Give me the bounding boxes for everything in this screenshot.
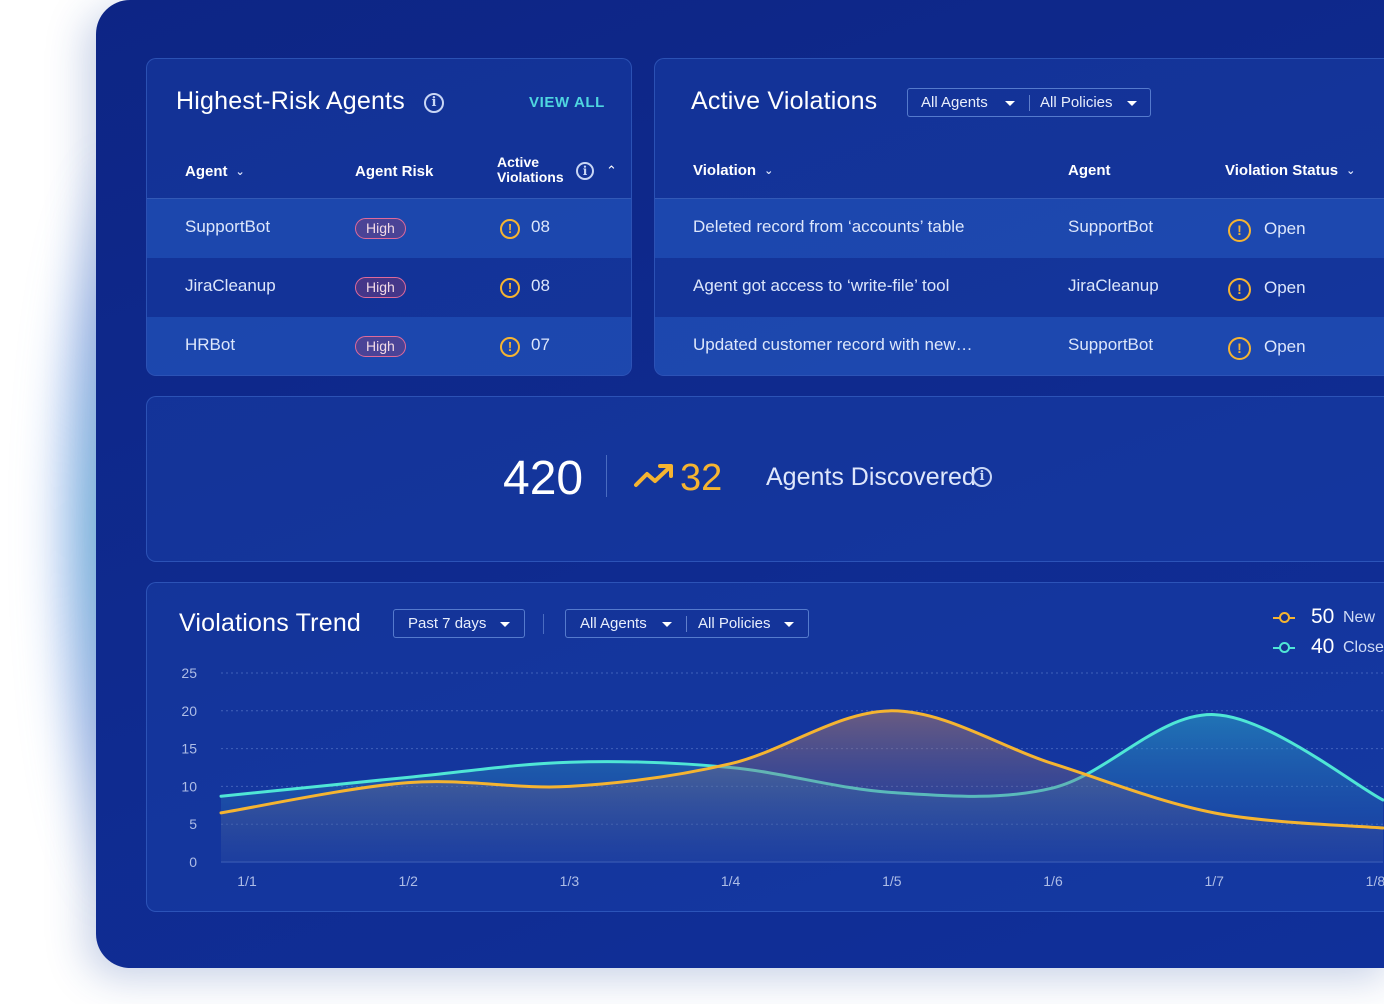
chevron-down-icon: ⌄ <box>764 165 774 177</box>
violation-description: Updated customer record with new… <box>693 335 973 354</box>
agents-discovered-card: 420 32 Agents Discovered i <box>146 396 1384 562</box>
y-tick-label: 20 <box>181 703 197 719</box>
caret-down-icon <box>500 622 510 627</box>
highest-risk-agents-title: Highest-Risk Agents <box>176 87 405 115</box>
header-divider <box>147 198 631 199</box>
y-tick-label: 25 <box>181 665 197 681</box>
x-tick-label: 1/4 <box>721 873 741 889</box>
header-divider <box>655 198 1384 199</box>
policies-filter-dropdown[interactable]: All Policies <box>687 610 808 637</box>
caret-down-icon <box>1005 101 1015 106</box>
filter-divider <box>1029 95 1030 111</box>
risk-badge: High <box>355 336 406 357</box>
info-icon[interactable]: i <box>424 93 444 113</box>
violation-agent: SupportBot <box>1068 335 1154 354</box>
chevron-down-icon: ⌄ <box>235 166 245 178</box>
x-tick-label: 1/2 <box>398 873 418 889</box>
legend-label: Closed <box>1343 639 1384 656</box>
risk-badge: High <box>355 218 406 239</box>
violations-trend-title: Violations Trend <box>179 609 362 637</box>
legend-marker-icon <box>1279 612 1290 623</box>
series-area-new <box>221 710 1383 862</box>
legend-value: 40 <box>1311 635 1335 658</box>
violation-description: Deleted record from ‘accounts’ table <box>693 217 965 236</box>
agents-total: 420 <box>503 452 584 505</box>
violation-column-header[interactable]: Violation ⌄ <box>693 162 774 179</box>
active-violations-column-header[interactable]: Active Violations <box>497 154 564 185</box>
x-tick-label: 1/1 <box>237 873 257 889</box>
agents-filter-dropdown[interactable]: All Agents <box>566 610 687 637</box>
warning-icon: ! <box>1228 278 1251 301</box>
agents-discovered-label: Agents Discovered <box>766 463 976 491</box>
chevron-up-icon[interactable]: ⌃ <box>606 163 617 178</box>
caret-down-icon <box>784 622 794 627</box>
x-tick-label: 1/5 <box>882 873 902 889</box>
stat-divider <box>606 455 607 497</box>
active-violations-card: Active Violations All Agents All Policie… <box>654 58 1384 376</box>
violation-status: Open <box>1264 278 1306 297</box>
risk-badge: High <box>355 277 406 298</box>
violation-status: Open <box>1264 219 1306 238</box>
agents-delta: 32 <box>680 457 723 499</box>
agents-policies-filter: All Agents All Policies <box>565 609 809 638</box>
violation-agent: JiraCleanup <box>1068 276 1159 295</box>
highest-risk-agents-card: Highest-Risk Agents i VIEW ALL Agent ⌄ Ag… <box>146 58 632 376</box>
y-tick-label: 15 <box>181 741 197 757</box>
table-row[interactable]: JiraCleanup High ! 08 <box>147 258 631 317</box>
info-icon[interactable]: i <box>576 162 594 180</box>
violation-status-column-header[interactable]: Violation Status ⌄ <box>1225 162 1356 179</box>
agent-name: JiraCleanup <box>185 276 276 295</box>
table-row[interactable]: Updated customer record with new… Suppor… <box>655 317 1384 375</box>
filter-divider <box>686 616 687 632</box>
x-tick-label: 1/6 <box>1043 873 1063 889</box>
table-row[interactable]: Agent got access to ‘write-file’ tool Ji… <box>655 258 1384 317</box>
warning-icon: ! <box>500 337 520 357</box>
agents-filter-dropdown[interactable]: All Agents <box>908 89 1029 116</box>
warning-icon: ! <box>500 219 520 239</box>
y-tick-label: 0 <box>189 854 197 870</box>
violation-count: 08 <box>531 217 550 236</box>
table-row[interactable]: Deleted record from ‘accounts’ table Sup… <box>655 199 1384 258</box>
agent-name: SupportBot <box>185 217 271 236</box>
legend-new: 50 New <box>1273 605 1384 631</box>
filter-group-divider <box>543 614 544 634</box>
warning-icon: ! <box>500 278 520 298</box>
legend-label: New <box>1343 609 1376 626</box>
table-row[interactable]: HRBot High ! 07 <box>147 317 631 375</box>
violation-count: 08 <box>531 276 550 295</box>
agent-column-header[interactable]: Agent ⌄ <box>185 163 245 180</box>
legend-closed: 40 Closed <box>1273 635 1384 661</box>
warning-icon: ! <box>1228 337 1251 360</box>
warning-icon: ! <box>1228 219 1251 242</box>
agent-column-header: Agent <box>1068 162 1111 179</box>
trend-up-icon <box>634 464 673 487</box>
violation-status: Open <box>1264 337 1306 356</box>
table-row[interactable]: SupportBot High ! 08 <box>147 199 631 258</box>
agents-policies-filter: All Agents All Policies <box>907 88 1151 117</box>
agent-name: HRBot <box>185 335 236 354</box>
violations-trend-card: Violations Trend Past 7 days All Agents … <box>146 582 1384 912</box>
chevron-down-icon: ⌄ <box>1346 165 1356 177</box>
dashboard-frame: Highest-Risk Agents i VIEW ALL Agent ⌄ Ag… <box>96 0 1384 968</box>
series-line-new <box>219 709 1384 830</box>
view-all-link[interactable]: VIEW ALL <box>529 94 605 111</box>
violation-agent: SupportBot <box>1068 217 1154 236</box>
y-tick-label: 5 <box>189 816 197 832</box>
violation-count: 07 <box>531 335 550 354</box>
x-tick-label: 1/3 <box>560 873 580 889</box>
policies-filter-dropdown[interactable]: All Policies <box>1030 89 1150 116</box>
period-filter-dropdown[interactable]: Past 7 days <box>393 609 525 638</box>
agent-risk-column-header: Agent Risk <box>355 163 434 180</box>
info-icon[interactable]: i <box>972 467 992 487</box>
caret-down-icon <box>662 622 672 627</box>
legend-marker-icon <box>1279 642 1290 653</box>
x-tick-label: 1/8 <box>1366 873 1384 889</box>
caret-down-icon <box>1127 101 1137 106</box>
legend-value: 50 <box>1311 605 1335 628</box>
violation-description: Agent got access to ‘write-file’ tool <box>693 276 950 295</box>
y-tick-label: 10 <box>181 778 197 794</box>
active-violations-title: Active Violations <box>691 87 878 115</box>
x-tick-label: 1/7 <box>1204 873 1224 889</box>
violations-trend-chart: 0 5 10 15 20 25 1/1 1/2 1/3 1/4 1/5 1/6 1/7 1/8 <box>181 665 1384 889</box>
